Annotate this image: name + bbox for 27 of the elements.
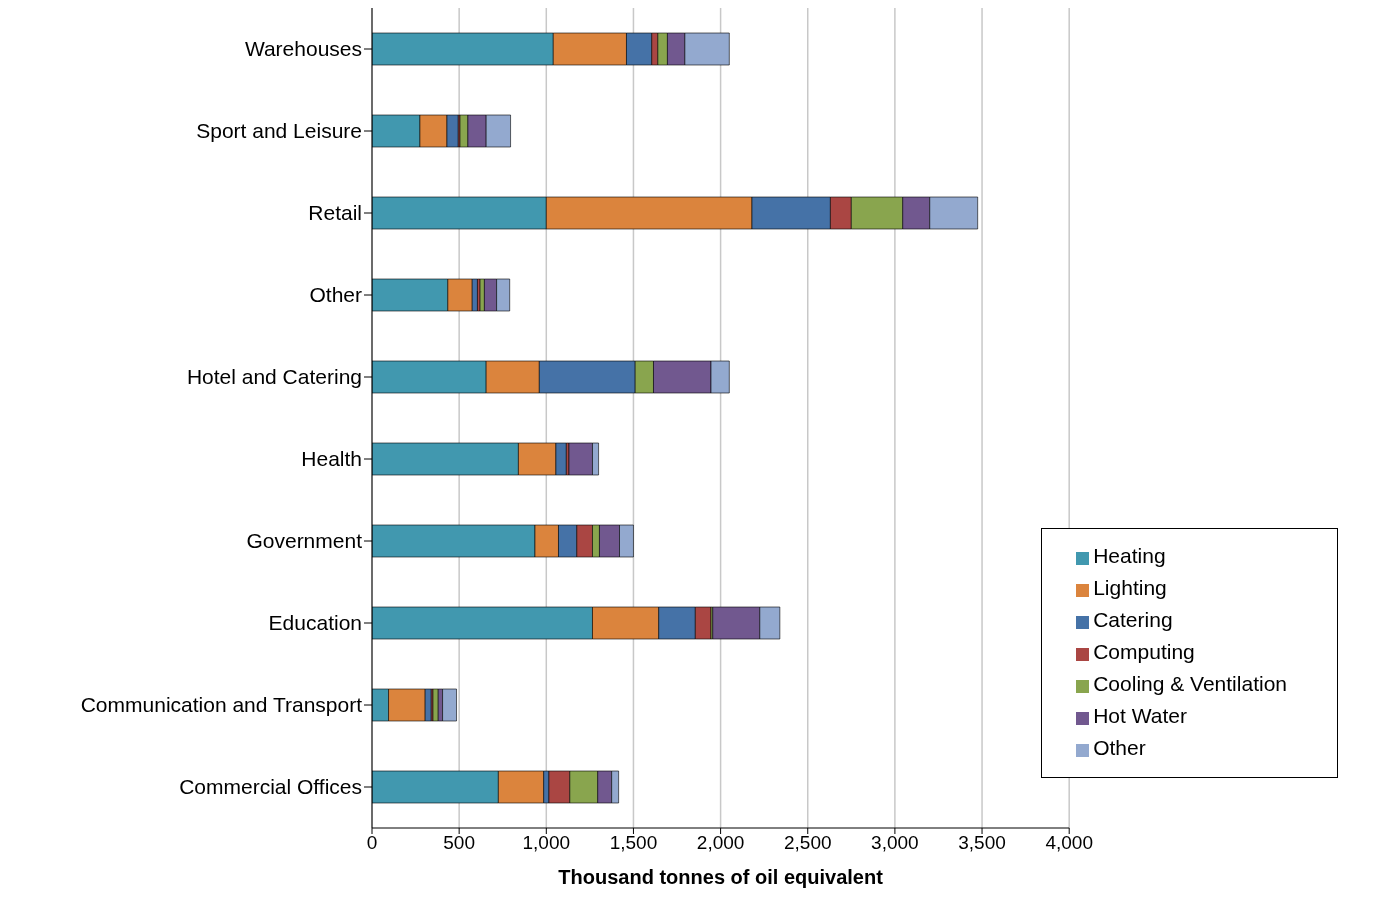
x-tick-label: 2,000 (696, 832, 745, 854)
x-tick-label: 4,000 (1045, 832, 1093, 854)
x-tick-label: 1,000 (522, 832, 571, 854)
legend-label: Cooling & Ventilation (1093, 672, 1287, 695)
x-tick-label: 1,500 (609, 832, 658, 854)
x-tick-label: 3,000 (871, 832, 919, 854)
y-tick-label: Education (268, 611, 362, 635)
x-tick-label: 3,500 (958, 832, 1006, 854)
y-tick-label: Health (301, 447, 362, 471)
legend-label: Catering (1093, 608, 1173, 631)
y-tick-label: Commercial Offices (179, 775, 362, 799)
legend-label: Other (1093, 736, 1146, 759)
x-tick-label: 2,500 (783, 832, 832, 854)
x-axis-title: Thousand tonnes of oil equivalent (558, 866, 884, 888)
legend-label: Heating (1093, 544, 1166, 567)
y-tick-label: Hotel and Catering (186, 365, 362, 389)
y-tick-label: Sport and Leisure (196, 119, 362, 143)
y-tick-label: Other (309, 283, 362, 307)
y-tick-label: Warehouses (244, 37, 362, 61)
legend-label: Lighting (1093, 576, 1167, 599)
legend-label: Hot Water (1093, 704, 1187, 727)
x-tick-label: 500 (443, 832, 475, 854)
x-tick-label: 0 (366, 832, 378, 854)
y-tick-label: Government (246, 529, 363, 553)
legend-label: Computing (1093, 640, 1195, 663)
y-tick-label: Retail (308, 201, 362, 225)
y-tick-label: Communication and Transport (80, 693, 363, 717)
